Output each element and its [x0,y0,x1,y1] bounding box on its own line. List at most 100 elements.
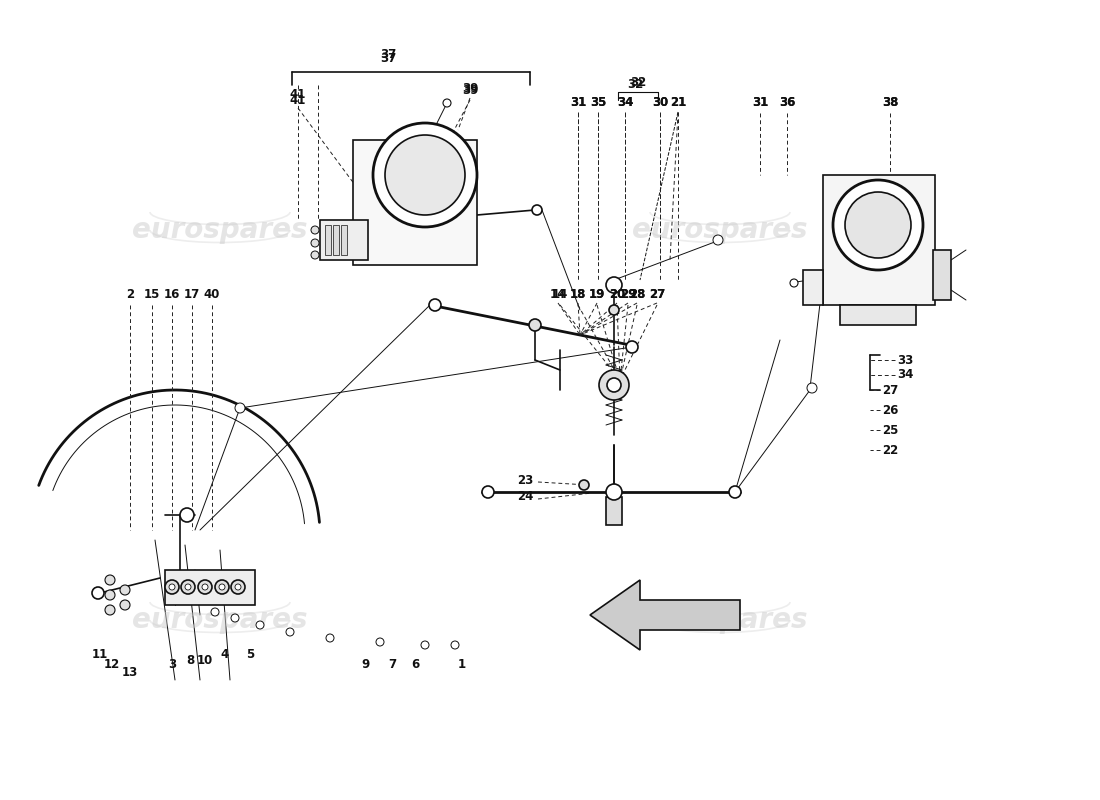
Text: 29: 29 [619,289,636,302]
Circle shape [211,608,219,616]
Circle shape [286,628,294,636]
Circle shape [104,590,116,600]
Circle shape [606,277,621,293]
Circle shape [609,305,619,315]
Text: 23: 23 [517,474,534,486]
Text: 36: 36 [779,97,795,110]
Text: 19: 19 [588,289,605,302]
Text: 2: 2 [125,289,134,302]
Circle shape [219,584,225,590]
Text: 27: 27 [649,289,666,302]
Text: 32: 32 [630,77,646,90]
Text: 34: 34 [617,97,634,110]
Text: 1: 1 [458,658,466,671]
Circle shape [92,587,104,599]
Text: 20: 20 [609,289,625,302]
Text: 26: 26 [882,403,899,417]
Circle shape [256,621,264,629]
Text: 18: 18 [570,289,586,302]
Text: 8: 8 [186,654,194,666]
Text: 41: 41 [289,94,306,106]
Text: 31: 31 [752,97,768,110]
Circle shape [185,584,191,590]
Circle shape [600,370,629,400]
Circle shape [180,508,194,522]
Circle shape [120,585,130,595]
Text: 36: 36 [779,97,795,110]
Bar [333,225,339,255]
Bar [840,305,916,325]
Circle shape [807,383,817,393]
Text: 17: 17 [184,289,200,302]
Bar [341,225,346,255]
Circle shape [373,123,477,227]
Text: 27: 27 [882,383,898,397]
Bar [606,497,621,525]
Circle shape [443,99,451,107]
Circle shape [311,251,319,259]
Text: 21: 21 [670,97,686,110]
Text: 35: 35 [590,97,606,110]
Bar [353,140,477,265]
Text: 34: 34 [896,369,913,382]
Circle shape [579,480,588,490]
Circle shape [529,319,541,331]
Text: 35: 35 [590,97,606,110]
Circle shape [790,279,798,287]
Circle shape [231,580,245,594]
Circle shape [214,580,229,594]
Text: 28: 28 [629,289,646,302]
Circle shape [713,235,723,245]
Circle shape [104,605,116,615]
Circle shape [198,580,212,594]
Circle shape [202,584,208,590]
Text: 15: 15 [144,289,161,302]
Bar [165,570,255,605]
Circle shape [120,600,130,610]
Text: 16: 16 [164,289,180,302]
Text: 10: 10 [197,654,213,666]
Circle shape [165,580,179,594]
Text: 27: 27 [649,289,666,302]
Text: 11: 11 [92,649,108,662]
Text: 14: 14 [552,289,569,302]
Circle shape [326,634,334,642]
Circle shape [311,239,319,247]
Text: 39: 39 [462,82,478,94]
Bar [823,175,935,305]
Text: 41: 41 [289,89,306,102]
Text: 37: 37 [379,49,396,62]
Text: 14: 14 [550,289,566,302]
Circle shape [607,378,621,392]
Text: 4: 4 [221,649,229,662]
Text: 12: 12 [103,658,120,671]
Bar [933,250,952,300]
Circle shape [429,299,441,311]
Circle shape [451,641,459,649]
Text: 6: 6 [411,658,419,671]
Text: 24: 24 [517,490,534,503]
Circle shape [311,226,319,234]
Text: 30: 30 [652,97,668,110]
Circle shape [729,486,741,498]
Polygon shape [590,580,740,650]
Circle shape [833,180,923,270]
Bar [324,225,331,255]
Circle shape [169,584,175,590]
Circle shape [421,641,429,649]
Text: 20: 20 [609,289,625,302]
Text: 28: 28 [629,289,646,302]
Text: 7: 7 [388,658,396,671]
Text: 25: 25 [882,423,899,437]
Text: 33: 33 [896,354,913,366]
Circle shape [626,341,638,353]
Text: 3: 3 [168,658,176,671]
Text: 21: 21 [670,97,686,110]
Text: 38: 38 [882,97,899,110]
Circle shape [845,192,911,258]
Circle shape [606,484,621,500]
Bar [803,270,823,305]
Text: eurospares: eurospares [632,216,807,244]
Text: 31: 31 [570,97,586,110]
Text: eurospares: eurospares [132,606,308,634]
